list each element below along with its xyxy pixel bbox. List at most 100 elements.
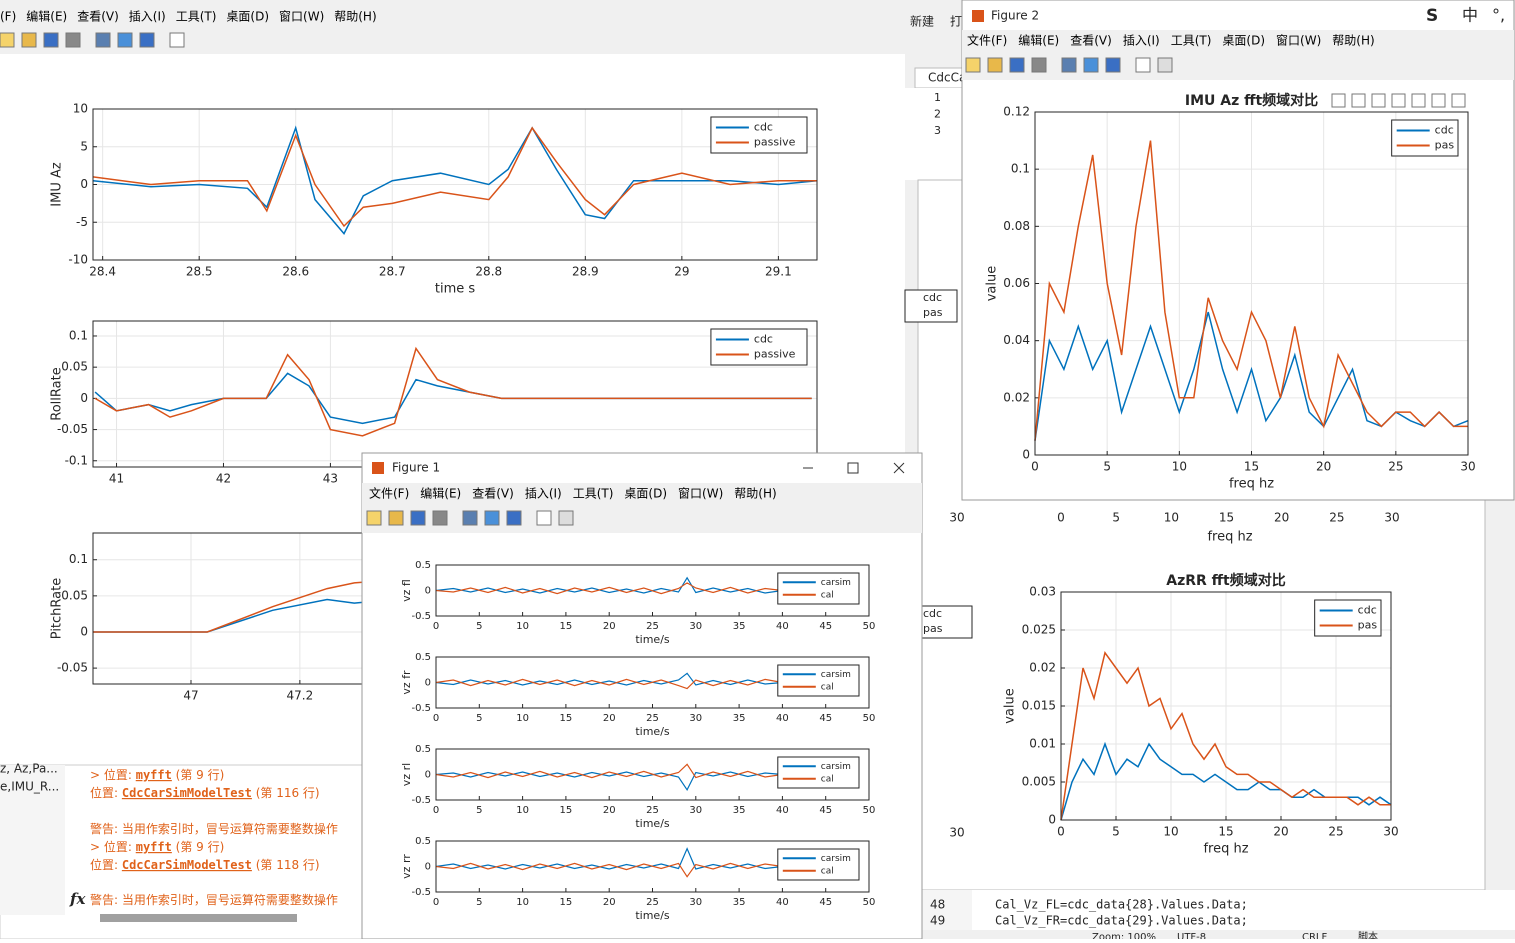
toolbar-label[interactable]: 打 xyxy=(950,15,962,29)
menu-item[interactable]: 工具(T) xyxy=(176,10,217,24)
x-tick-label: 50 xyxy=(863,621,876,632)
y-tick-label: 0.05 xyxy=(61,588,88,602)
toolbar-icon xyxy=(536,510,552,526)
x-tick-label: 15 xyxy=(560,897,573,908)
x-tick-label: 20 xyxy=(603,897,616,908)
toolbar-icon xyxy=(21,32,37,48)
ime-button[interactable]: 中 xyxy=(1462,6,1478,25)
message: 位置: xyxy=(90,785,122,800)
x-axis-label: freq hz xyxy=(1229,476,1274,491)
main-figure-window: (F) 编辑(E) 查看(V) 插入(I) 工具(T) 桌面(D) 窗口(W) 帮助(H) 28… xyxy=(0,0,905,765)
x-tick-label: 25 xyxy=(646,897,659,908)
editor-tab[interactable]: CdcCa xyxy=(928,71,966,85)
legend-label: cal xyxy=(821,590,834,600)
x-tick-label: 45 xyxy=(819,713,832,724)
toolbar-icon xyxy=(987,57,1003,73)
menu-item[interactable]: 文件(F) xyxy=(369,486,409,501)
menu-item[interactable]: 窗口(W) xyxy=(678,487,723,501)
legend-label: cdc xyxy=(754,333,773,346)
link[interactable]: CdcCarSimModelTest xyxy=(122,786,252,800)
toolbar-icon xyxy=(410,510,426,526)
toolbar-icon xyxy=(0,32,15,48)
menu-item[interactable]: 文件(F) xyxy=(967,33,1007,48)
axes-toolbar-icon xyxy=(1331,93,1346,108)
menu-item[interactable]: 帮助(H) xyxy=(734,487,776,501)
menu-item[interactable]: 编辑(E) xyxy=(26,9,67,24)
axes-toolbar-icon xyxy=(1411,93,1426,108)
y-tick-label: 0.015 xyxy=(1022,699,1056,713)
link[interactable]: myfft xyxy=(136,840,172,854)
x-tick-label: 10 xyxy=(1164,511,1179,525)
menu-item[interactable]: (F) xyxy=(0,10,16,24)
x-tick-label: 20 xyxy=(1273,825,1288,839)
legend-label: pas xyxy=(1358,619,1378,632)
toolbar-label[interactable]: 新建 xyxy=(910,14,934,29)
y-tick-label: 0.03 xyxy=(1029,585,1056,599)
menu-item[interactable]: 查看(V) xyxy=(77,10,119,24)
x-tick-label: 45 xyxy=(819,621,832,632)
x-tick-label: 28.7 xyxy=(379,265,406,279)
x-tick-label: 0 xyxy=(433,713,439,724)
status-item: UTF-8 xyxy=(1177,932,1206,939)
menu-item[interactable]: 工具(T) xyxy=(1171,34,1212,48)
menu-item[interactable]: 工具(T) xyxy=(573,487,614,501)
toolbar-icon xyxy=(169,32,185,48)
menu-item[interactable]: 桌面(D) xyxy=(1222,34,1265,48)
menu-item[interactable]: 帮助(H) xyxy=(1332,34,1374,48)
menu-toolbar xyxy=(362,483,922,533)
menu-item[interactable]: 窗口(W) xyxy=(279,10,324,24)
x-tick-label: 28.4 xyxy=(89,265,116,279)
x-tick-label: 50 xyxy=(863,805,876,816)
toolbar-icon xyxy=(43,32,59,48)
link[interactable]: CdcCarSimModelTest xyxy=(122,858,252,872)
scrollbar xyxy=(100,914,297,922)
x-tick-label: 15 xyxy=(560,805,573,816)
close-button[interactable] xyxy=(893,462,905,474)
gutter xyxy=(922,890,972,930)
menu-item[interactable]: 编辑(E) xyxy=(1018,33,1059,48)
y-tick-label: 0.02 xyxy=(1029,661,1056,675)
menu-item[interactable]: 插入(I) xyxy=(129,10,166,24)
x-axis-label: time s xyxy=(435,281,476,296)
x-axis-label: freq hz xyxy=(1207,530,1252,545)
legend-label: carsim xyxy=(821,854,851,864)
data-line xyxy=(94,346,812,437)
menu-item[interactable]: 帮助(H) xyxy=(334,10,376,24)
x-tick-label: 25 xyxy=(1328,825,1343,839)
ime-button[interactable]: °, xyxy=(1492,6,1505,25)
legend-fragment xyxy=(904,289,958,323)
maximize-button[interactable] xyxy=(847,462,859,474)
x-tick-label: 10 xyxy=(516,621,529,632)
x-tick-label: 30 xyxy=(1383,825,1398,839)
y-tick-label: 10 xyxy=(73,102,88,116)
menu-item[interactable]: 查看(V) xyxy=(1070,34,1112,48)
menu-item[interactable]: 桌面(D) xyxy=(226,10,269,24)
link[interactable]: myfft xyxy=(136,768,172,782)
y-tick-label: -0.5 xyxy=(411,611,431,622)
data-line xyxy=(92,126,817,228)
x-tick-label: 45 xyxy=(819,805,832,816)
message: 警告: 当用作索引时，冒号运算符需要整数操作 xyxy=(90,821,338,836)
y-tick-label: 0.04 xyxy=(1003,333,1030,347)
menu-item[interactable]: 编辑(E) xyxy=(420,486,461,501)
menu-item[interactable]: 插入(I) xyxy=(1123,34,1160,48)
axes-frame xyxy=(435,748,870,801)
toolbar-icon xyxy=(1105,57,1121,73)
menu-item[interactable]: 窗口(W) xyxy=(1276,34,1321,48)
y-tick-label: 0 xyxy=(425,678,431,689)
x-tick-label: 20 xyxy=(1274,511,1289,525)
y-tick-label: 0.1 xyxy=(1011,162,1030,176)
menu-item[interactable]: 桌面(D) xyxy=(624,487,667,501)
legend-label: cdc xyxy=(923,291,942,304)
legend xyxy=(777,756,860,789)
menu-item[interactable]: 查看(V) xyxy=(472,487,514,501)
status-item: 脚本 xyxy=(1358,930,1378,939)
x-axis-label: time/s xyxy=(635,725,670,738)
toolbar-icon xyxy=(139,32,155,48)
menu-item[interactable]: 插入(I) xyxy=(525,487,562,501)
y-tick-label: -0.05 xyxy=(57,422,88,436)
app-icon xyxy=(972,10,984,22)
legend xyxy=(710,116,808,154)
axes-frame xyxy=(435,840,870,893)
x-tick-label: 40 xyxy=(776,713,789,724)
